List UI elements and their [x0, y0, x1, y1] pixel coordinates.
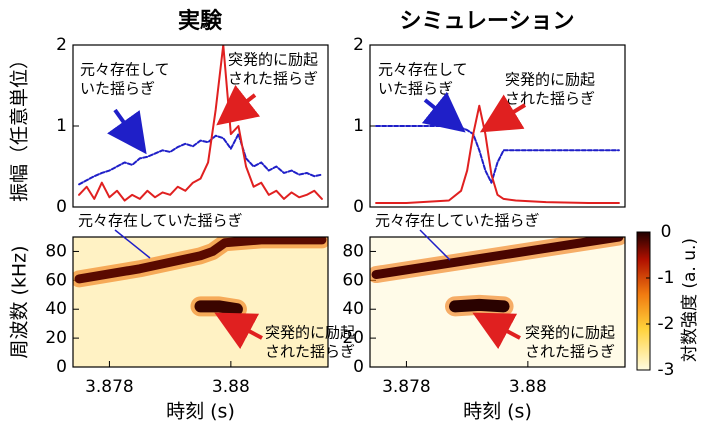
- y-tick-label: 0: [56, 357, 67, 377]
- panel-title: シミュレーション: [399, 9, 574, 34]
- y-tick-label: 1: [353, 116, 364, 136]
- annotation: された揺らぎ: [228, 70, 318, 88]
- x-tick-label: 3.878: [382, 377, 431, 397]
- x-tick-label: 3.88: [509, 377, 547, 397]
- annotation: いた揺らぎ: [378, 80, 453, 98]
- x-tick-label: 3.88: [212, 377, 250, 397]
- spectral-ridge: [371, 237, 624, 280]
- colorbar-tick-label: -2: [658, 314, 675, 334]
- annotation: された揺らぎ: [505, 90, 595, 108]
- y-tick-label: 0: [353, 197, 364, 217]
- y-axis-label: 周波数 (kHz): [9, 245, 31, 358]
- spectral-ridge: [194, 300, 243, 316]
- y-tick-label: 20: [342, 328, 364, 348]
- colorbar: [636, 231, 651, 371]
- y-tick-label: 60: [342, 270, 364, 290]
- colorbar-label: 対数強度 (a. u.): [680, 238, 700, 362]
- line-series: [78, 133, 323, 186]
- y-tick-label: 0: [353, 357, 364, 377]
- colorbar-tick-label: -1: [658, 268, 675, 288]
- plot-frame: [369, 44, 626, 208]
- panel-title: 実験: [178, 8, 223, 34]
- annotation: 元々存在して: [378, 61, 468, 79]
- x-tick-label: 3.878: [85, 377, 134, 397]
- annotation: された揺らぎ: [525, 343, 615, 361]
- annotation: 突発的に励起: [525, 324, 615, 342]
- colorbar-tick-label: -3: [658, 360, 675, 380]
- plot-frame: [72, 236, 329, 368]
- annotation: 元々存在して: [80, 61, 170, 79]
- plot-frame: [72, 44, 329, 208]
- x-axis-label: 時刻 (s): [463, 401, 532, 423]
- y-axis-label: 振幅（任意単位）: [9, 50, 31, 202]
- y-tick-label: 80: [342, 241, 364, 261]
- line-series: [78, 45, 323, 202]
- y-tick-label: 2: [353, 35, 364, 55]
- arrows: [107, 84, 527, 350]
- line-series: [375, 125, 620, 184]
- annotation: された揺らぎ: [265, 343, 355, 361]
- annotation: 元々存在していた揺らぎ: [375, 212, 540, 230]
- y-tick-label: 1: [56, 116, 67, 136]
- y-tick-label: 80: [45, 241, 67, 261]
- spectral-ridge: [449, 298, 510, 313]
- x-axis-label: 時刻 (s): [166, 401, 235, 423]
- spectral-ridge: [74, 237, 327, 284]
- colorbar-tick-label: 0: [661, 222, 672, 242]
- plot-frame: [369, 236, 626, 368]
- y-tick-label: 40: [45, 299, 67, 319]
- annotation: 突発的に励起: [228, 51, 318, 69]
- y-tick-label: 2: [56, 35, 67, 55]
- annotation: 突発的に励起: [265, 324, 355, 342]
- y-tick-label: 60: [45, 270, 67, 290]
- y-tick-label: 0: [56, 197, 67, 217]
- annotation: 突発的に励起: [505, 71, 595, 89]
- y-tick-label: 40: [342, 299, 364, 319]
- y-tick-label: 20: [45, 328, 67, 348]
- annotation: 元々存在していた揺らぎ: [78, 212, 243, 230]
- line-series: [375, 104, 620, 204]
- annotation: いた揺らぎ: [80, 80, 155, 98]
